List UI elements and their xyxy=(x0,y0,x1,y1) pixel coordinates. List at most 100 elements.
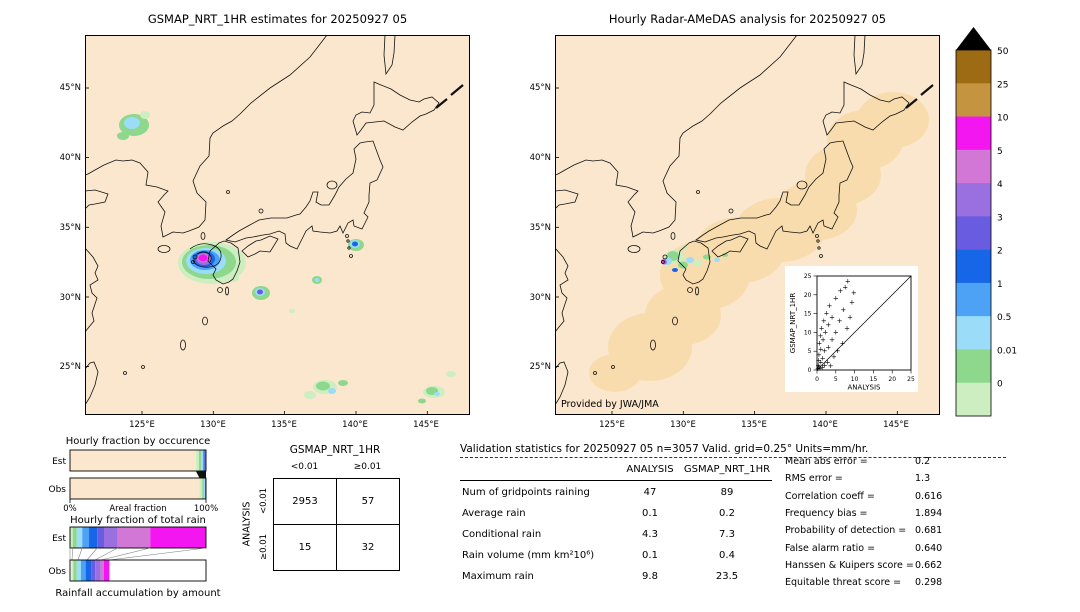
totalrain-connector xyxy=(69,547,207,561)
occ-obs-label: Obs xyxy=(49,485,67,495)
svg-text:4: 4 xyxy=(997,180,1003,190)
contingency-cell: 15 xyxy=(273,524,337,571)
svg-text:15: 15 xyxy=(870,376,878,383)
metric-row: Frequency bias = 1.894 xyxy=(785,508,942,519)
stats-analysis-value: 0.1 xyxy=(642,508,658,519)
left-map xyxy=(85,35,470,415)
svg-text:+: + xyxy=(817,364,823,372)
stats-row-label: Average rain xyxy=(462,508,526,519)
metric-value: 0.616 xyxy=(915,491,943,502)
metric-label: Probability of detection = xyxy=(785,525,907,536)
svg-text:25: 25 xyxy=(907,376,915,383)
tot-obs-bar xyxy=(69,559,207,582)
svg-text:+: + xyxy=(842,283,848,291)
metric-label: False alarm ratio = xyxy=(785,543,876,554)
svg-text:0: 0 xyxy=(815,376,819,383)
inset-points: ++++++++++++++++++++++++++++++++++++++++ xyxy=(815,278,857,373)
right-map-frame xyxy=(555,35,940,415)
left-lat-tick: 30°N xyxy=(59,293,81,303)
metric-row: Correlation coeff = 0.616 xyxy=(785,491,942,502)
svg-text:5: 5 xyxy=(808,348,812,355)
svg-text:+: + xyxy=(815,365,821,373)
metric-label: Mean abs error = xyxy=(785,456,868,467)
metric-value: 1.3 xyxy=(915,473,931,484)
svg-text:10: 10 xyxy=(804,329,812,336)
metric-label: RMS error = xyxy=(785,473,843,484)
contingency-title: GSMAP_NRT_1HR xyxy=(289,444,381,456)
areal-axis-label: Areal fraction xyxy=(109,504,166,514)
svg-text:+: + xyxy=(825,321,831,329)
occurrence-connector xyxy=(195,471,206,478)
colorbar-overflow-arrow xyxy=(956,27,991,50)
svg-text:15: 15 xyxy=(804,311,812,318)
metric-value: 1.894 xyxy=(915,508,943,519)
svg-text:+: + xyxy=(835,347,841,355)
totalrain-title: Hourly fraction of total rain xyxy=(70,515,206,526)
areal-100pct: 100% xyxy=(194,504,218,514)
colorbar-labels: 50 25 10 5 4 3 2 1 0.5 0.01 0 xyxy=(997,47,1017,390)
left-map-precip xyxy=(117,111,456,404)
colorbar-bar xyxy=(956,50,991,417)
svg-text:+: + xyxy=(816,340,822,348)
svg-text:+: + xyxy=(829,336,835,344)
metric-label: Correlation coeff = xyxy=(785,491,875,502)
stats-gsmap-value: 89 xyxy=(720,487,734,498)
metric-row: Probability of detection = 0.681 xyxy=(785,525,942,536)
inset-diagonal xyxy=(816,275,912,371)
svg-text:+: + xyxy=(817,332,823,340)
stats-col-analysis: ANALYSIS xyxy=(626,464,674,475)
areal-0pct: 0% xyxy=(63,504,77,514)
right-lat-tick: 40°N xyxy=(529,153,551,163)
svg-text:25: 25 xyxy=(997,80,1008,90)
right-lat-tick: 35°N xyxy=(529,223,551,233)
inset-ylabel: GSMAP_NRT_1HR xyxy=(789,293,797,354)
totalrain-caption: Rainfall accumulation by amount xyxy=(55,588,220,599)
svg-text:+: + xyxy=(816,363,822,371)
right-lon-tick: 135°E xyxy=(741,420,767,430)
right-map: Provided by JWA/JMA 0 5 10 15 20 25 0 5 10 15 20 2… xyxy=(555,35,940,415)
svg-text:+: + xyxy=(823,310,829,318)
fraction-charts: Hourly fraction by occurence Est Obs 0% … xyxy=(49,436,221,599)
svg-text:+: + xyxy=(826,302,832,310)
stats-analysis-value: 9.8 xyxy=(642,571,658,582)
solid-rule xyxy=(460,480,772,481)
contingency-row-label: ≥0.01 xyxy=(259,533,269,561)
stats-analysis-value: 0.1 xyxy=(642,550,658,561)
right-lat-tick: 45°N xyxy=(529,83,551,93)
right-lat-tick: 30°N xyxy=(529,293,551,303)
left-lon-tick: 140°E xyxy=(342,420,368,430)
stats-gsmap-value: 0.4 xyxy=(719,550,735,561)
svg-text:2: 2 xyxy=(997,247,1003,257)
svg-text:+: + xyxy=(837,287,843,295)
svg-text:20: 20 xyxy=(804,292,812,299)
svg-text:10: 10 xyxy=(851,376,859,383)
svg-text:+: + xyxy=(821,317,827,325)
stats-row-label: Num of gridpoints raining xyxy=(462,487,590,498)
stats-gsmap-value: 0.2 xyxy=(719,508,735,519)
metric-label: Equitable threat score = xyxy=(785,577,902,588)
svg-text:10: 10 xyxy=(997,114,1009,124)
metric-value: 0.298 xyxy=(915,577,943,588)
svg-text:0.5: 0.5 xyxy=(997,313,1011,323)
contingency-row-label: <0.01 xyxy=(259,487,269,515)
svg-text:+: + xyxy=(819,325,825,333)
svg-text:+: + xyxy=(820,336,826,344)
dashed-rule xyxy=(460,457,1006,458)
svg-text:+: + xyxy=(851,289,857,297)
svg-text:+: + xyxy=(825,358,831,366)
right-lon-tick: 145°E xyxy=(883,420,909,430)
inset-xticks: 0 5 10 15 20 25 xyxy=(815,370,915,383)
svg-text:+: + xyxy=(818,345,824,353)
stats-analysis-value: 47 xyxy=(643,487,657,498)
svg-text:+: + xyxy=(818,358,824,366)
inset-xlabel: ANALYSIS xyxy=(847,384,881,392)
map-credit: Provided by JWA/JMA xyxy=(561,399,659,410)
svg-text:+: + xyxy=(816,357,822,365)
left-lon-tick: 135°E xyxy=(271,420,297,430)
svg-text:+: + xyxy=(840,340,846,348)
metric-label: Frequency bias = xyxy=(785,508,868,519)
colorbar-frame xyxy=(955,49,992,417)
svg-text:+: + xyxy=(845,278,851,286)
svg-text:+: + xyxy=(819,364,825,372)
